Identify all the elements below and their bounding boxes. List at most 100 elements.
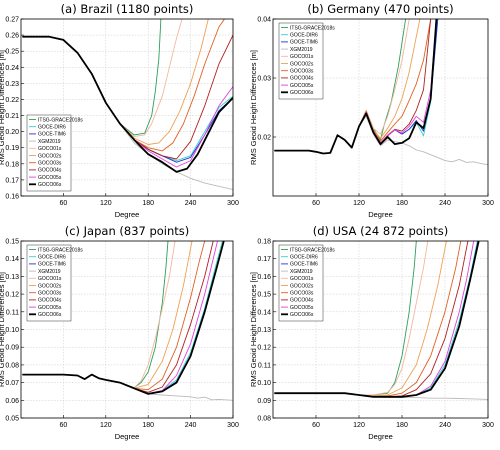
x-tick-label: 180 — [396, 200, 408, 207]
y-tick-label: 0.09 — [5, 345, 19, 352]
legend-label: GOCE-DIR6 — [38, 125, 66, 131]
y-tick-label: 0.17 — [257, 256, 271, 263]
y-tick-label: 0.16 — [5, 194, 19, 201]
legend-label: ITSG-GRACE2018s — [290, 25, 335, 31]
legend-label: GOCO02s — [290, 61, 314, 67]
legend-label: GOCO02s — [38, 283, 62, 289]
y-tick-label: 0.06 — [5, 398, 19, 405]
legend: ITSG-GRACE2018s GOCE-DIR6GOCE-TIM6XGM2019… — [26, 244, 83, 322]
series-line — [22, 241, 225, 395]
legend-label: GOCO06s — [38, 312, 62, 318]
chart-panel-4: 60 120 180 240 300 0.08 0.09 0.10 0.11 0.12 0.13 0.… — [249, 224, 494, 441]
y-tick-label: 0.07 — [5, 380, 19, 387]
legend-label: GOCO04s — [38, 168, 62, 174]
y-tick-label: 0.24 — [5, 65, 19, 72]
legend-label: XGM2019 — [38, 269, 61, 275]
legend-label: ITSG-GRACE2018s — [290, 247, 335, 253]
y-tick-label: 0.14 — [257, 309, 271, 316]
legend-label: GOCE-TIM6 — [38, 262, 66, 268]
legend-box — [26, 114, 72, 192]
y-tick-label: 0.18 — [257, 239, 271, 246]
legend: ITSG-GRACE2018s GOCE-DIR6GOCE-TIM6XGM2019… — [278, 22, 335, 100]
y-tick-label: 0.27 — [5, 17, 19, 24]
y-tick-label: 0.15 — [5, 239, 19, 246]
y-tick-label: 0.12 — [5, 292, 19, 299]
x-tick-label: 240 — [185, 200, 197, 207]
x-tick-label: 300 — [482, 422, 494, 429]
legend-label: GOCE-TIM6 — [38, 132, 66, 138]
y-tick-label: 0.10 — [257, 380, 271, 387]
legend-label: GOCO06s — [290, 312, 314, 318]
series-line — [22, 374, 233, 401]
legend-label: ITSG-GRACE2018s — [38, 247, 83, 253]
grid — [21, 18, 234, 197]
y-tick-label: 0.13 — [5, 274, 19, 281]
legend-label: XGM2019 — [290, 269, 313, 275]
legend-label: GOCO02s — [290, 283, 314, 289]
legend-label: GOCE-DIR6 — [38, 255, 66, 261]
y-tick-label: 0.10 — [5, 327, 19, 334]
legend-label: GOCO05s — [290, 83, 314, 89]
legend-label: GOCO01s — [38, 146, 62, 152]
y-tick-label: 0.17 — [5, 177, 19, 184]
legend-label: GOCO06s — [290, 90, 314, 96]
y-tick-label: 0.26 — [5, 33, 19, 40]
legend-label: GOCO05s — [38, 305, 62, 311]
y-axis-label: RMS Geoid Height Differences [m] — [0, 272, 6, 387]
y-axis-label: RMS Geoid Height Differences [m] — [249, 272, 258, 387]
y-tick-label: 0.12 — [257, 345, 271, 352]
x-tick-label: 240 — [439, 200, 451, 207]
x-tick-label: 60 — [312, 422, 320, 429]
chart-title: (a) Brazil (1180 points) — [61, 2, 194, 16]
series-group — [22, 241, 233, 401]
x-axis-label: Degree — [115, 432, 140, 441]
legend-label: GOCE-TIM6 — [290, 40, 318, 46]
legend-label: GOCO03s — [38, 161, 62, 167]
legend: ITSG-GRACE2018s GOCE-DIR6GOCE-TIM6XGM2019… — [278, 244, 335, 322]
x-axis-label: Degree — [115, 210, 140, 219]
legend-label: XGM2019 — [38, 139, 61, 145]
y-tick-label: 0.02 — [257, 135, 271, 142]
y-tick-label: 0.03 — [257, 76, 271, 83]
x-tick-label: 180 — [142, 422, 154, 429]
legend-label: XGM2019 — [290, 47, 313, 53]
chart-title: (d) USA (24 872 points) — [313, 224, 449, 238]
legend-box — [278, 22, 324, 100]
x-axis-label: Degree — [368, 210, 393, 219]
legend-label: GOCE-DIR6 — [290, 255, 318, 261]
plot-frame — [272, 18, 489, 197]
x-tick-label: 240 — [185, 422, 197, 429]
series-group — [274, 19, 488, 166]
y-tick-label: 0.08 — [5, 362, 19, 369]
chart-panel-2: 60 120 180 240 300 0.02 0.03 0.04 (b) Germany (4… — [249, 2, 494, 219]
x-tick-label: 120 — [353, 422, 365, 429]
x-tick-label: 120 — [353, 200, 365, 207]
legend-label: GOCO04s — [290, 76, 314, 82]
y-tick-label: 0.18 — [5, 161, 19, 168]
legend-label: GOCO03s — [290, 291, 314, 297]
x-axis-label: Degree — [368, 432, 393, 441]
y-tick-label: 0.11 — [6, 309, 19, 316]
y-tick-label: 0.04 — [257, 17, 271, 24]
legend-label: GOCO01s — [38, 276, 62, 282]
legend-box — [278, 244, 324, 322]
y-tick-label: 0.13 — [257, 327, 271, 334]
legend-label: GOCO01s — [290, 54, 314, 60]
x-tick-label: 60 — [60, 422, 68, 429]
legend-box — [26, 244, 72, 322]
x-tick-label: 300 — [227, 200, 239, 207]
y-tick-label: 0.08 — [257, 416, 271, 423]
legend-label: GOCO04s — [38, 298, 62, 304]
x-tick-label: 180 — [142, 200, 154, 207]
x-tick-label: 180 — [396, 422, 408, 429]
legend-label: GOCO05s — [38, 175, 62, 181]
series-line — [274, 241, 480, 398]
y-axis-label: RMS Geoid Height Differences [m] — [0, 50, 6, 165]
legend-label: ITSG-GRACE2018s — [38, 117, 83, 123]
y-axis-label: RMS Geoid Height Differences [m] — [249, 50, 258, 165]
legend-label: GOCE-DIR6 — [290, 33, 318, 39]
chart-title: (c) Japan (837 points) — [65, 224, 190, 238]
x-tick-label: 300 — [227, 422, 239, 429]
y-tick-label: 0.25 — [5, 49, 19, 56]
